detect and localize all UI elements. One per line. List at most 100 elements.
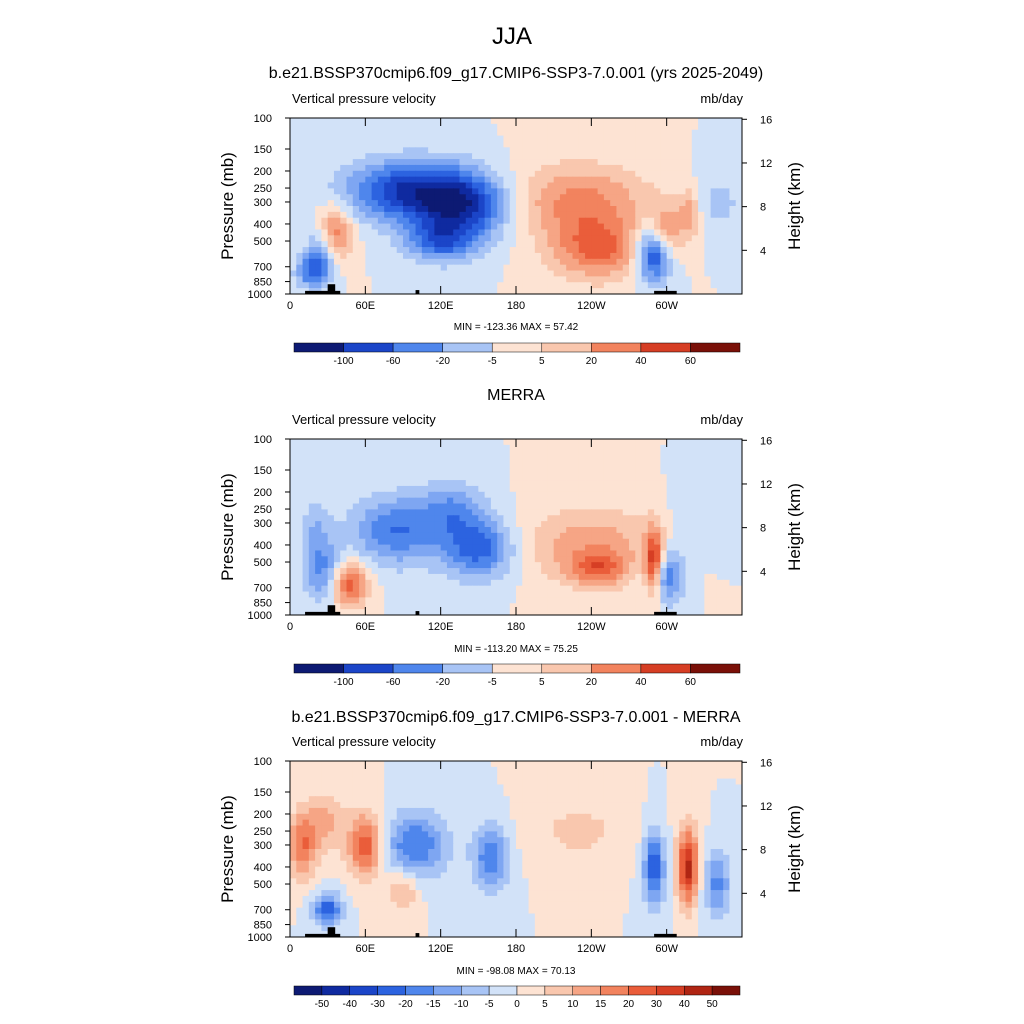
contour-cell: [446, 591, 454, 598]
contour-cell: [698, 153, 705, 160]
contour-cell: [723, 229, 731, 236]
contour-cell: [308, 556, 316, 563]
contour-cell: [315, 521, 322, 528]
contour-cell: [384, 450, 392, 458]
contour-cell: [490, 550, 498, 557]
contour-cell: [290, 772, 297, 780]
contour-cell: [446, 147, 454, 154]
contour-cell: [704, 556, 712, 563]
contour-cell: [597, 282, 605, 289]
contour-cell: [340, 258, 348, 266]
contour-cell: [315, 147, 322, 154]
contour-cell: [647, 188, 655, 195]
contour-cell: [346, 790, 354, 797]
contour-cell: [597, 188, 605, 195]
contour-cell: [541, 164, 548, 172]
contour-cell: [660, 217, 668, 225]
contour-cell: [597, 772, 605, 780]
contour-cell: [723, 444, 731, 452]
contour-cell: [572, 247, 580, 254]
contour-cell: [384, 556, 392, 563]
contour-cell: [735, 176, 742, 184]
contour-cell: [516, 252, 523, 260]
contour-cell: [559, 159, 567, 166]
contour-cell: [409, 480, 417, 487]
contour-cell: [434, 521, 442, 528]
contour-cell: [679, 123, 687, 131]
contour-cell: [421, 206, 429, 213]
contour-cell: [352, 182, 360, 189]
contour-cell: [516, 515, 523, 522]
contour-cell: [553, 521, 561, 528]
contour-cell: [302, 276, 310, 283]
contour-cell: [660, 556, 668, 563]
contour-cell: [371, 491, 379, 499]
contour-cell: [528, 497, 536, 505]
contour-cell: [415, 129, 423, 137]
contour-cell: [716, 480, 724, 487]
contour-cell: [566, 603, 574, 610]
contour-cell: [478, 597, 486, 604]
contour-cell: [403, 573, 410, 581]
contour-cell: [478, 235, 486, 242]
contour-cell: [390, 444, 398, 452]
contour-cell: [534, 784, 542, 791]
contour-cell: [691, 182, 699, 189]
contour-cell: [384, 579, 392, 587]
contour-cell: [453, 585, 461, 593]
contour-cell: [735, 609, 742, 615]
contour-cell: [616, 550, 624, 557]
contour-cell: [666, 772, 674, 780]
contour-cell: [484, 439, 492, 446]
contour-cell: [723, 761, 731, 768]
contour-cell: [647, 497, 655, 505]
contour-cell: [440, 129, 448, 137]
contour-cell: [321, 462, 329, 469]
contour-cell: [534, 544, 542, 552]
contour-cell: [553, 778, 561, 786]
contour-cell: [465, 468, 473, 475]
contour-cell: [359, 282, 366, 289]
contour-cell: [559, 497, 567, 505]
contour-cell: [698, 182, 705, 189]
contour-cell: [459, 527, 467, 534]
contour-cell: [434, 444, 442, 452]
contour-cell: [509, 123, 517, 131]
y-axis-label: Pressure (mb): [218, 473, 237, 581]
contour-cell: [315, 778, 322, 786]
contour-cell: [591, 252, 599, 260]
contour-cell: [622, 194, 630, 201]
contour-cell: [371, 450, 379, 458]
contour-cell: [308, 439, 316, 446]
contour-cell: [553, 141, 561, 148]
contour-cell: [440, 153, 448, 160]
contour-cell: [321, 603, 329, 610]
contour-cell: [396, 509, 404, 516]
contour-cell: [302, 252, 310, 260]
contour-cell: [421, 258, 429, 266]
contour-cell: [541, 135, 548, 143]
contour-cell: [534, 480, 542, 487]
contour-cell: [597, 439, 605, 446]
contour-cell: [365, 462, 373, 469]
contour-cell: [327, 497, 335, 505]
contour-cell: [735, 509, 742, 516]
contour-cell: [729, 474, 737, 481]
contour-cell: [610, 532, 618, 540]
contour-cell: [484, 609, 492, 615]
contour-cell: [610, 258, 618, 266]
contour-cell: [409, 118, 417, 125]
contour-cell: [559, 796, 567, 803]
contour-cell: [478, 772, 486, 780]
contour-cell: [440, 439, 448, 446]
contour-cell: [610, 123, 618, 131]
contour-cell: [603, 568, 611, 575]
contour-cell: [308, 778, 316, 786]
contour-cell: [409, 182, 417, 189]
colorbar-label: 40: [635, 677, 647, 688]
contour-cell: [371, 532, 379, 540]
contour-cell: [421, 223, 429, 231]
contour-cell: [497, 784, 505, 791]
contour-cell: [434, 474, 442, 481]
contour-cell: [672, 200, 680, 207]
